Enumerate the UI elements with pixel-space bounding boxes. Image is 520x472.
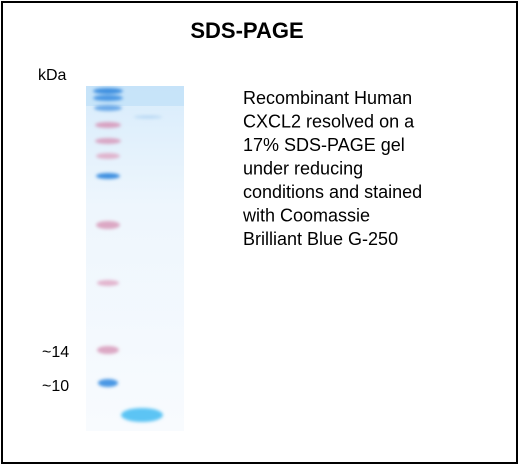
band: [94, 105, 122, 111]
description-line: with Coomassie: [242, 206, 370, 226]
gel: [86, 86, 184, 431]
sample-lane: [121, 115, 163, 422]
unit-label: kDa: [38, 67, 67, 84]
marker-label: ~14: [42, 344, 69, 361]
band: [134, 115, 162, 119]
band: [95, 138, 121, 144]
band: [97, 280, 119, 286]
description: Recombinant Human CXCL2 resolved on a 17% …: [242, 88, 422, 249]
band: [96, 153, 120, 159]
band: [98, 379, 118, 387]
description-line: Recombinant Human: [243, 88, 412, 108]
marker-label: ~10: [42, 378, 69, 395]
gel-background: [86, 86, 184, 431]
band: [96, 221, 120, 229]
band: [97, 346, 119, 354]
title: SDS-PAGE: [190, 18, 303, 43]
marker-lane: [93, 88, 123, 387]
description-line: 17% SDS-PAGE gel: [243, 135, 405, 155]
description-line: conditions and stained: [243, 182, 422, 202]
band: [93, 88, 123, 94]
band: [121, 408, 163, 422]
band: [95, 122, 121, 128]
band: [96, 173, 120, 179]
band: [93, 95, 123, 101]
description-line: under reducing: [243, 159, 363, 179]
description-line: Brilliant Blue G-250: [243, 229, 398, 249]
description-line: CXCL2 resolved on a: [243, 112, 415, 132]
